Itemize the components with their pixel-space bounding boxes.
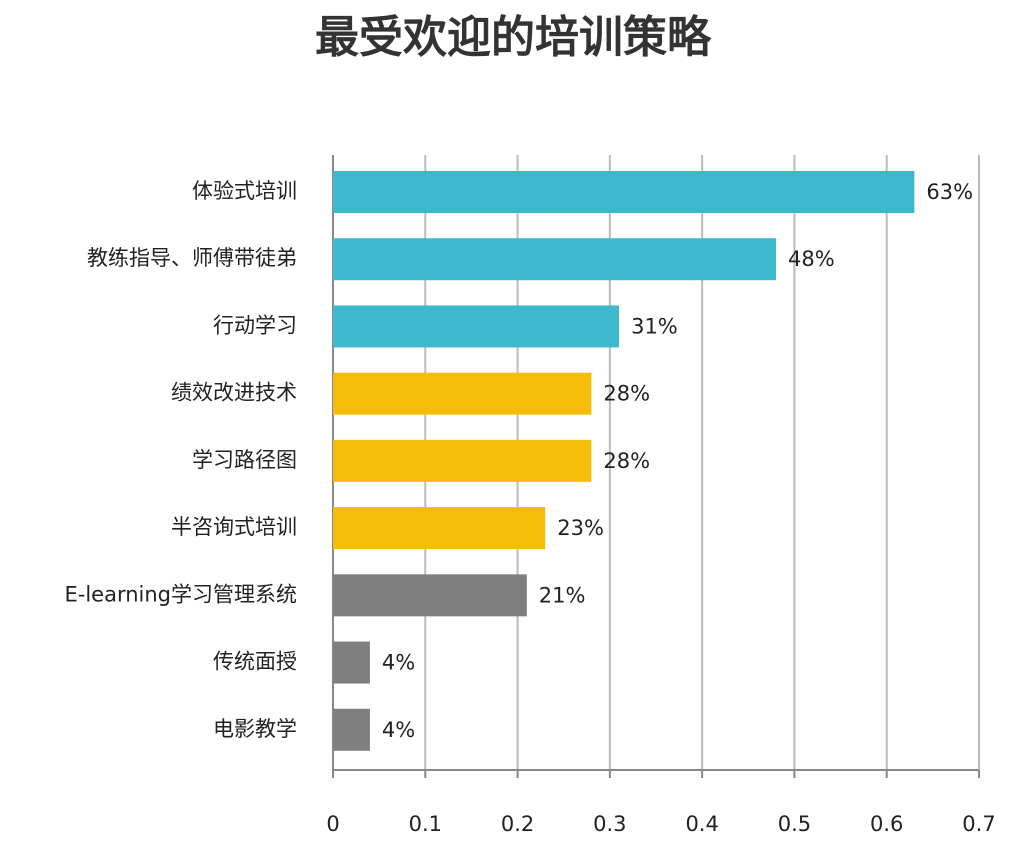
x-tick-label: 0.5 <box>778 812 811 836</box>
value-label: 4% <box>382 718 415 742</box>
y-tick-label: 电影教学 <box>213 717 297 741</box>
x-tick-label: 0 <box>326 812 339 836</box>
y-tick-label: 教练指导、师傅带徒弟 <box>87 246 297 270</box>
x-tick-label: 0.1 <box>409 812 442 836</box>
bar <box>333 439 592 482</box>
value-label: 48% <box>788 247 835 271</box>
x-tick-label: 0.3 <box>593 812 626 836</box>
value-label: 28% <box>603 449 650 473</box>
x-tick-label: 0.7 <box>962 812 995 836</box>
bar <box>333 305 620 348</box>
bar <box>333 641 370 684</box>
value-label: 31% <box>631 314 678 338</box>
y-tick-label: 绩效改进技术 <box>171 381 297 405</box>
x-tick-label: 0.4 <box>685 812 718 836</box>
bar <box>333 238 776 281</box>
y-tick-label: E-learning学习管理系统 <box>64 582 297 606</box>
chart-title: 最受欢迎的培训策略 <box>315 12 712 63</box>
value-label: 4% <box>382 651 415 675</box>
bar <box>333 171 915 213</box>
value-label: 21% <box>539 583 586 607</box>
y-tick-label: 传统面授 <box>213 650 297 674</box>
bar <box>333 372 592 415</box>
value-label: 63% <box>926 180 973 204</box>
x-tick-label: 0.6 <box>870 812 903 836</box>
bar <box>333 708 370 751</box>
y-tick-label: 半咨询式培训 <box>171 515 297 539</box>
y-tick-label: 学习路径图 <box>192 448 297 472</box>
x-tick-label: 0.2 <box>501 812 534 836</box>
bar <box>333 574 527 617</box>
bar <box>333 507 546 550</box>
value-label: 23% <box>557 516 604 540</box>
y-tick-label: 体验式培训 <box>192 179 297 203</box>
value-label: 28% <box>603 382 650 406</box>
y-tick-label: 行动学习 <box>213 313 297 337</box>
